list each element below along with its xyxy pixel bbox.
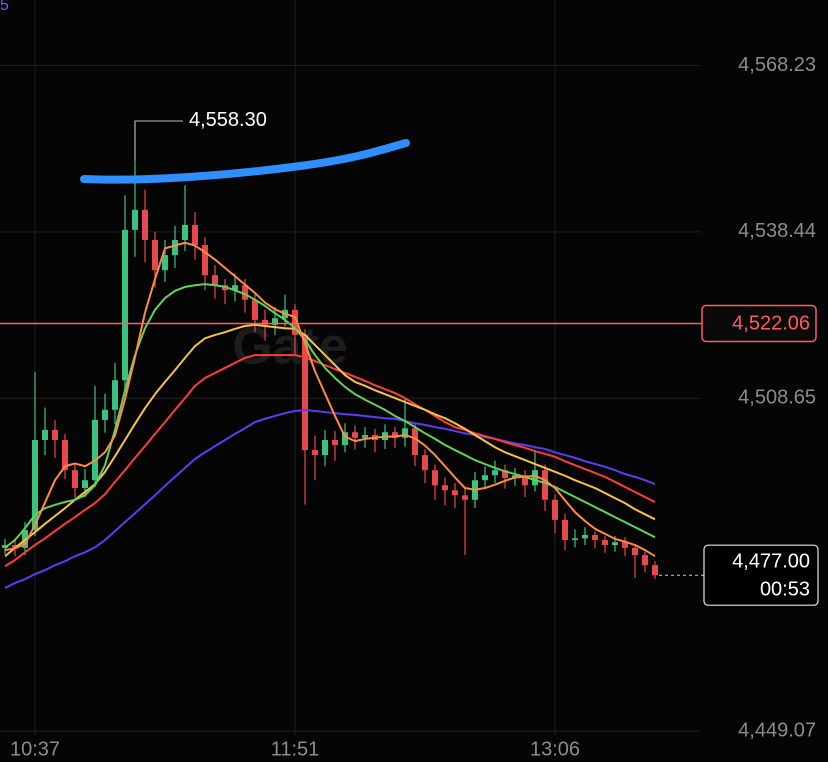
candle-body [312, 450, 318, 456]
candle-body [2, 545, 8, 548]
candle-body [352, 432, 358, 438]
candle-body [542, 470, 548, 500]
drawn-trend-stroke [80, 139, 410, 184]
moving-average-line [4, 323, 656, 557]
last-price-label: 4,477.00 [732, 550, 810, 572]
candle-body [492, 470, 498, 476]
candle-body [612, 542, 618, 546]
last-price-tag [703, 544, 819, 606]
candle-body [242, 285, 248, 300]
moving-average-line [4, 354, 656, 568]
candle-body [632, 547, 638, 556]
x-tick-label: 13:06 [530, 738, 580, 760]
candle-body [442, 485, 448, 491]
marks [2, 120, 658, 589]
corner-label: 5 [0, 0, 9, 14]
countdown-label: 00:53 [760, 578, 810, 600]
candle-body [302, 334, 308, 451]
candle-body [482, 475, 488, 481]
candle-body [402, 428, 408, 438]
candle-body [462, 495, 468, 500]
candle-body [452, 490, 458, 496]
candle-body [322, 439, 328, 456]
candle-body [342, 432, 348, 446]
candle-body [62, 439, 68, 471]
candle-body [262, 319, 268, 325]
y-tick-label: 4,538.44 [738, 220, 816, 242]
candle-body [432, 470, 438, 486]
candle-body [172, 239, 178, 256]
candle-body [52, 429, 58, 440]
candle-body [392, 432, 398, 438]
candle-body [202, 245, 208, 276]
candle-body [562, 519, 568, 541]
candle-body [112, 380, 118, 410]
labels: 4,568.23 4,538.44 4,508.65 4,449.07 10:37 11:… [0, 54, 819, 760]
grid [0, 0, 700, 735]
candle-body [652, 565, 658, 576]
candle-body [532, 470, 538, 486]
moving-average-line [4, 408, 656, 589]
candle-body [572, 538, 578, 541]
candle-body [102, 409, 108, 420]
candle-body [292, 309, 298, 335]
candle-body [232, 285, 238, 291]
candle-body [252, 299, 258, 320]
candle-body [522, 475, 528, 486]
y-tick-label: 4,449.07 [738, 720, 816, 742]
y-tick-label: 4,508.65 [738, 387, 816, 409]
candle-body [132, 209, 138, 230]
candle-body [32, 439, 38, 530]
candle-body [152, 239, 158, 271]
candle-body [142, 209, 148, 240]
candle-body [212, 275, 218, 286]
candle-body [182, 224, 188, 240]
candle-body [642, 555, 648, 566]
max-label: 4,558.30 [189, 109, 267, 131]
candle-body [162, 255, 168, 271]
candle-body [12, 545, 18, 548]
candle-body [122, 229, 128, 381]
x-tick-label: 11:51 [271, 738, 320, 760]
y-tick-label: 4,568.23 [738, 54, 816, 76]
price-line-tag [701, 304, 817, 343]
x-tick-label: 10:37 [10, 738, 60, 760]
candle-body [42, 429, 48, 440]
candle-body [82, 480, 88, 489]
moving-average-line [4, 241, 656, 558]
moving-average-line [4, 283, 656, 549]
candle-body [422, 455, 428, 471]
max-pointer [134, 120, 183, 161]
candle-body [622, 542, 628, 548]
candle-body [602, 540, 608, 546]
candle-body [72, 470, 78, 489]
candle-body [332, 439, 338, 446]
candle-body [592, 534, 598, 541]
candle-body [92, 419, 98, 481]
price-line-label: 4,522.06 [732, 313, 810, 335]
candle-body [272, 318, 278, 325]
candle-body [552, 499, 558, 520]
candle-body [412, 428, 418, 456]
candle-body [362, 434, 368, 438]
candle-body [502, 470, 508, 478]
candle-body [582, 534, 588, 539]
candle-body [192, 224, 198, 245]
